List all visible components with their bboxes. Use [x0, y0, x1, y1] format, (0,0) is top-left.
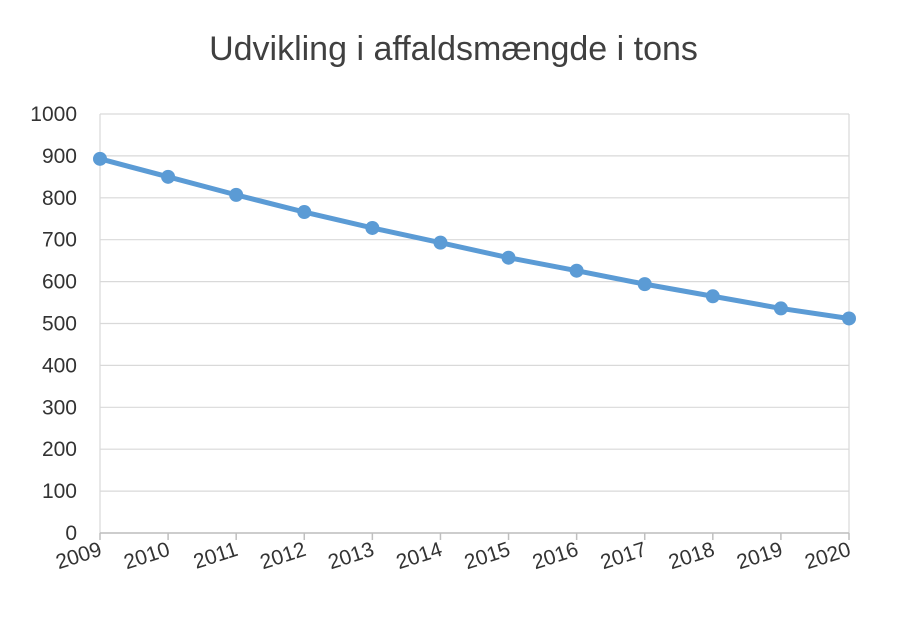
y-tick-label-1000: 1000 [30, 103, 77, 126]
data-point-2018 [705, 289, 720, 304]
data-point-2011 [229, 187, 244, 202]
data-point-2013 [365, 220, 380, 235]
x-tick-label-2009: 2009 [53, 538, 105, 574]
y-tick-label-0: 0 [65, 522, 77, 545]
data-point-2014 [433, 235, 448, 250]
x-tick-label-2011: 2011 [191, 538, 241, 574]
data-point-2015 [501, 250, 516, 265]
data-point-2012 [297, 205, 312, 220]
data-point-2017 [637, 277, 652, 292]
data-point-2019 [773, 301, 788, 316]
y-tick-label-800: 800 [42, 187, 77, 210]
y-tick-label-300: 300 [42, 396, 77, 419]
data-point-2016 [569, 263, 584, 278]
x-tick-label-2012: 2012 [257, 538, 309, 574]
y-tick-label-700: 700 [42, 229, 77, 252]
data-point-2020 [842, 311, 856, 326]
x-tick-label-2010: 2010 [121, 538, 173, 574]
x-tick-label-2014: 2014 [393, 538, 445, 574]
chart-title: Udvikling i affaldsmængde i tons [209, 30, 698, 68]
series-line [97, 156, 852, 321]
x-tick-label-2020: 2020 [802, 538, 854, 574]
x-tick-label-2013: 2013 [325, 538, 377, 574]
y-tick-label-500: 500 [42, 313, 77, 336]
x-tick-label-2018: 2018 [666, 538, 718, 574]
y-tick-label-200: 200 [42, 438, 77, 461]
data-point-2009 [93, 151, 107, 166]
data-point-2010 [161, 169, 176, 184]
y-tick-label-400: 400 [42, 354, 77, 377]
x-tick-label-2017: 2017 [598, 538, 650, 574]
x-tick-label-2015: 2015 [462, 538, 514, 574]
x-tick-label-2016: 2016 [530, 538, 582, 574]
y-tick-label-900: 900 [42, 145, 77, 168]
x-tick-label-2019: 2019 [734, 538, 786, 574]
y-tick-label-600: 600 [42, 271, 77, 294]
y-tick-label-100: 100 [42, 480, 77, 503]
